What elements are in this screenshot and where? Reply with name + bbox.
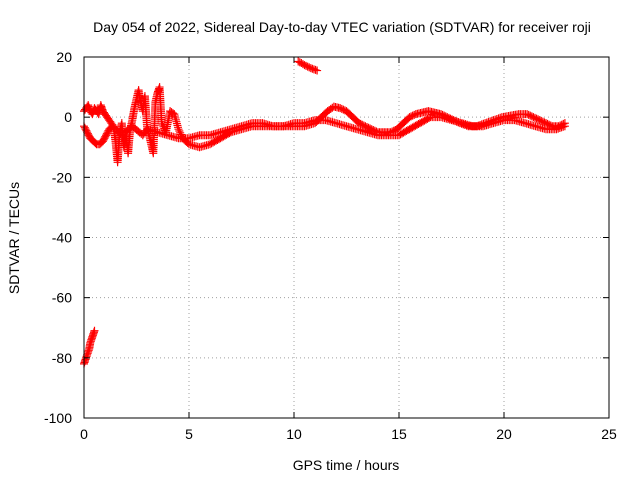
series-arc-main-lower xyxy=(80,113,569,149)
y-tick-label: -60 xyxy=(52,290,72,306)
data-point-marker xyxy=(559,122,568,131)
chart-title: Day 054 of 2022, Sidereal Day-to-day VTE… xyxy=(93,19,591,35)
x-axis-title: GPS time / hours xyxy=(293,457,400,473)
y-tick-label: -20 xyxy=(52,169,72,185)
x-tick-label: 0 xyxy=(80,426,88,442)
data-point-marker xyxy=(557,123,566,132)
x-tick-label: 25 xyxy=(601,426,617,442)
y-tick-label: 20 xyxy=(56,49,72,65)
data-point-marker xyxy=(555,123,564,132)
data-point-marker xyxy=(313,66,322,75)
data-point-marker xyxy=(175,127,184,136)
tick-layer: 0 5 10 15 20 25 -100 -80 -60 -40 -20 0 20 xyxy=(44,49,617,442)
data-point-marker xyxy=(311,65,320,74)
x-tick-label: 10 xyxy=(286,426,302,442)
y-axis-title: SDTVAR / TECUs xyxy=(6,182,22,294)
y-tick-label: -100 xyxy=(44,410,72,426)
data-point-marker xyxy=(560,122,569,131)
y-tick-label: 0 xyxy=(64,109,72,125)
data-point-marker xyxy=(90,326,99,335)
y-tick-label: -80 xyxy=(52,350,72,366)
data-point-marker xyxy=(552,125,561,134)
data-layer xyxy=(80,57,569,368)
x-tick-label: 15 xyxy=(391,426,407,442)
x-tick-label: 20 xyxy=(496,426,512,442)
data-point-marker xyxy=(174,125,183,134)
series-arc-top xyxy=(294,57,322,75)
y-tick-label: -40 xyxy=(52,230,72,246)
data-point-marker xyxy=(554,124,563,133)
x-tick-label: 5 xyxy=(185,426,193,442)
